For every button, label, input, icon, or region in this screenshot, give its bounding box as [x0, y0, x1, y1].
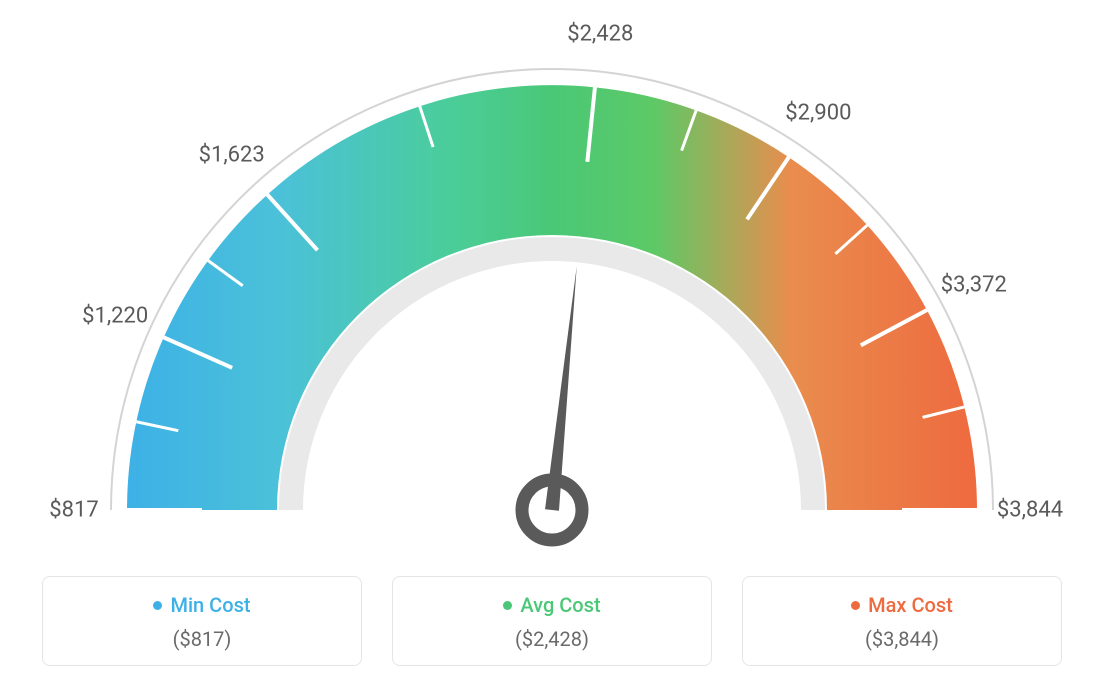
scale-label: $1,623	[199, 143, 265, 168]
legend-label-avg: Avg Cost	[520, 593, 600, 617]
scale-label: $2,900	[785, 101, 851, 126]
legend-title-avg: Avg Cost	[503, 593, 600, 617]
legend-box-avg: Avg Cost ($2,428)	[392, 576, 712, 666]
legend-box-max: Max Cost ($3,844)	[742, 576, 1062, 666]
scale-label: $3,844	[997, 498, 1063, 523]
legend-value-max: ($3,844)	[763, 627, 1041, 651]
legend-box-min: Min Cost ($817)	[42, 576, 362, 666]
scale-label: $3,372	[941, 273, 1007, 298]
gauge-chart	[0, 0, 1104, 570]
legend-dot-min	[153, 601, 162, 610]
legend-label-min: Min Cost	[170, 593, 250, 617]
legend-dot-avg	[503, 601, 512, 610]
legend-dot-max	[851, 601, 860, 610]
legend-value-avg: ($2,428)	[413, 627, 691, 651]
scale-label: $2,428	[567, 22, 633, 47]
legend-row: Min Cost ($817) Avg Cost ($2,428) Max Co…	[0, 576, 1104, 666]
legend-title-max: Max Cost	[851, 593, 953, 617]
legend-label-max: Max Cost	[868, 593, 953, 617]
legend-value-min: ($817)	[63, 627, 341, 651]
gauge-container: $817 $1,220 $1,623 $2,428 $2,900 $3,372 $3,844	[0, 0, 1104, 570]
scale-label: $1,220	[82, 303, 148, 328]
scale-label: $817	[49, 498, 98, 523]
legend-title-min: Min Cost	[153, 593, 250, 617]
